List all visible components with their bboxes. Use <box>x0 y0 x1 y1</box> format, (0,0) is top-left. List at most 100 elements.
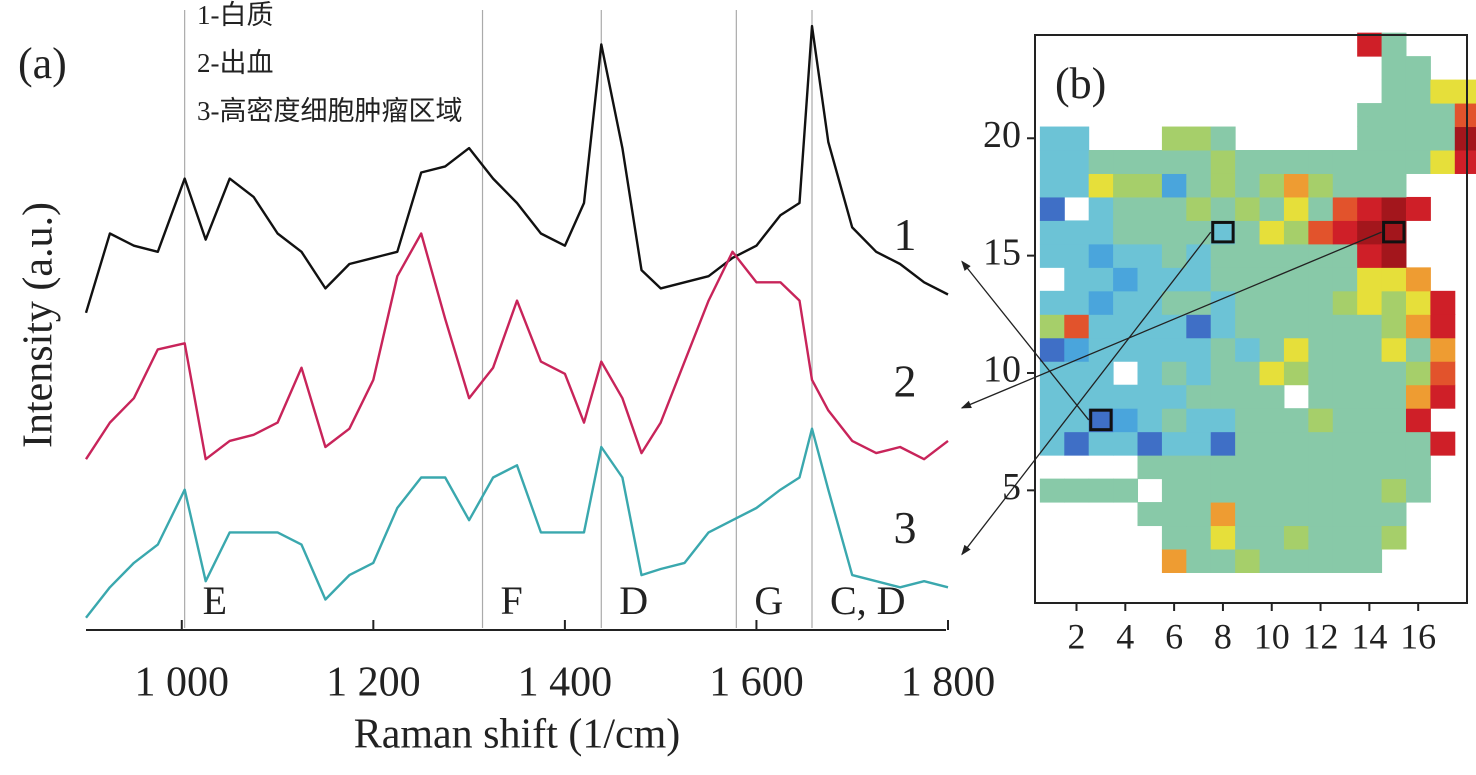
heatmap-cell <box>1430 361 1456 386</box>
heatmap-cell <box>1210 478 1236 503</box>
heatmap-cell <box>1405 56 1431 81</box>
heatmap-cell <box>1088 384 1114 409</box>
heatmap-cell <box>1259 455 1285 480</box>
heatmap-cell <box>1088 408 1114 433</box>
heatmap-cell <box>1161 173 1187 198</box>
heatmap-cell <box>1405 337 1431 362</box>
heatmap-cell <box>1283 549 1309 573</box>
heatmap-cell <box>1235 408 1261 433</box>
heatmap-cell <box>1039 431 1065 456</box>
heatmap-cell <box>1186 337 1212 362</box>
heatmap-cell <box>1357 290 1383 315</box>
heatmap-cell <box>1283 243 1309 268</box>
heatmap-cell <box>1357 103 1383 128</box>
heatmap-cell <box>1259 290 1285 315</box>
heatmap-cell <box>1186 126 1212 151</box>
heatmap-cell <box>1308 337 1334 362</box>
heatmap-cell <box>1405 314 1431 339</box>
heatmap-cell <box>1039 290 1065 315</box>
heatmap-cell <box>1430 384 1456 409</box>
heatmap-cell <box>1357 455 1383 480</box>
heatmap-cell <box>1210 337 1236 362</box>
heatmap-cell <box>1186 478 1212 503</box>
plot-frame <box>1034 34 1468 604</box>
heatmap-cell <box>1357 337 1383 362</box>
heatmap-cell <box>1186 243 1212 268</box>
heatmap-cell <box>1186 196 1212 221</box>
heatmap-cell <box>1357 361 1383 386</box>
heatmap-cell <box>1405 196 1431 221</box>
heatmap-cell <box>1137 150 1163 174</box>
heatmap-cell <box>1259 220 1285 245</box>
heatmap-cell <box>1039 173 1065 198</box>
heatmap-cell <box>1357 408 1383 433</box>
y-axis-title: Intensity (a.u.) <box>16 202 62 448</box>
heatmap-cell <box>1064 384 1090 409</box>
heatmap-cell <box>1235 220 1261 245</box>
heatmap-cell <box>1405 455 1431 480</box>
heatmap-cell <box>1405 150 1431 174</box>
heatmap-cell <box>1454 126 1476 151</box>
heatmap-cell <box>1064 243 1090 268</box>
highlight-box <box>1382 220 1406 244</box>
heatmap-cell <box>1161 220 1187 245</box>
heatmap-cell <box>1381 56 1407 81</box>
heatmap-cell <box>1283 220 1309 245</box>
heatmap-cell <box>1308 314 1334 339</box>
heatmap-cell <box>1210 502 1236 527</box>
heatmap-cell <box>1161 478 1187 503</box>
heatmap-cell <box>1259 549 1285 573</box>
heatmap-cell <box>1039 150 1065 174</box>
heatmap-cell <box>1186 431 1212 456</box>
x-tick-label: 14 <box>1351 616 1387 656</box>
heatmap-cell <box>1357 32 1383 57</box>
heatmap-cell <box>1259 173 1285 198</box>
heatmap-cell <box>1259 408 1285 433</box>
heatmap-cell <box>1308 243 1334 268</box>
heatmap-cell <box>1308 361 1334 386</box>
heatmap-cell <box>1308 525 1334 550</box>
heatmap-cell <box>1161 361 1187 386</box>
heatmap-cell <box>1161 290 1187 315</box>
heatmap-cell <box>1064 126 1090 151</box>
heatmap-cell <box>1381 502 1407 527</box>
heatmap-cell <box>1137 243 1163 268</box>
heatmap-cell <box>1357 478 1383 503</box>
heatmap-cell <box>1210 150 1236 174</box>
heatmap-cell <box>1113 408 1139 433</box>
heatmap-cell <box>1210 196 1236 221</box>
heatmap-cell <box>1332 478 1358 503</box>
highlight-box <box>1089 408 1113 432</box>
band-label: G <box>754 578 783 623</box>
heatmap-cell <box>1454 79 1476 104</box>
heatmap-cell <box>1259 150 1285 174</box>
band-label: F <box>501 578 523 623</box>
heatmap-cell <box>1064 408 1090 433</box>
x-tick-label: 12 <box>1303 616 1339 656</box>
heatmap-cell <box>1064 314 1090 339</box>
heatmap-cell <box>1137 290 1163 315</box>
heatmap-cell <box>1235 478 1261 503</box>
heatmap-cell <box>1210 173 1236 198</box>
arrow <box>960 231 1382 409</box>
heatmap-cell <box>1381 455 1407 480</box>
heatmap-cell <box>1235 361 1261 386</box>
heatmap-cell <box>1381 79 1407 104</box>
heatmap-cell <box>1357 173 1383 198</box>
x-tick-label: 1 800 <box>901 660 996 706</box>
highlight-box <box>1211 220 1235 244</box>
heatmap-cell <box>1210 455 1236 480</box>
heatmap-cell <box>1308 220 1334 245</box>
heatmap-cell <box>1113 431 1139 456</box>
heatmap-cell <box>1259 267 1285 292</box>
heatmap-cell <box>1405 79 1431 104</box>
heatmap-cell <box>1308 549 1334 573</box>
heatmap-cell <box>1186 314 1212 339</box>
heatmap-cell <box>1357 243 1383 268</box>
heatmap-cell <box>1332 267 1358 292</box>
heatmap-cell <box>1283 150 1309 174</box>
heatmap-cell <box>1210 361 1236 386</box>
heatmap-cell <box>1381 408 1407 433</box>
x-tick-label: 2 <box>1067 616 1085 656</box>
